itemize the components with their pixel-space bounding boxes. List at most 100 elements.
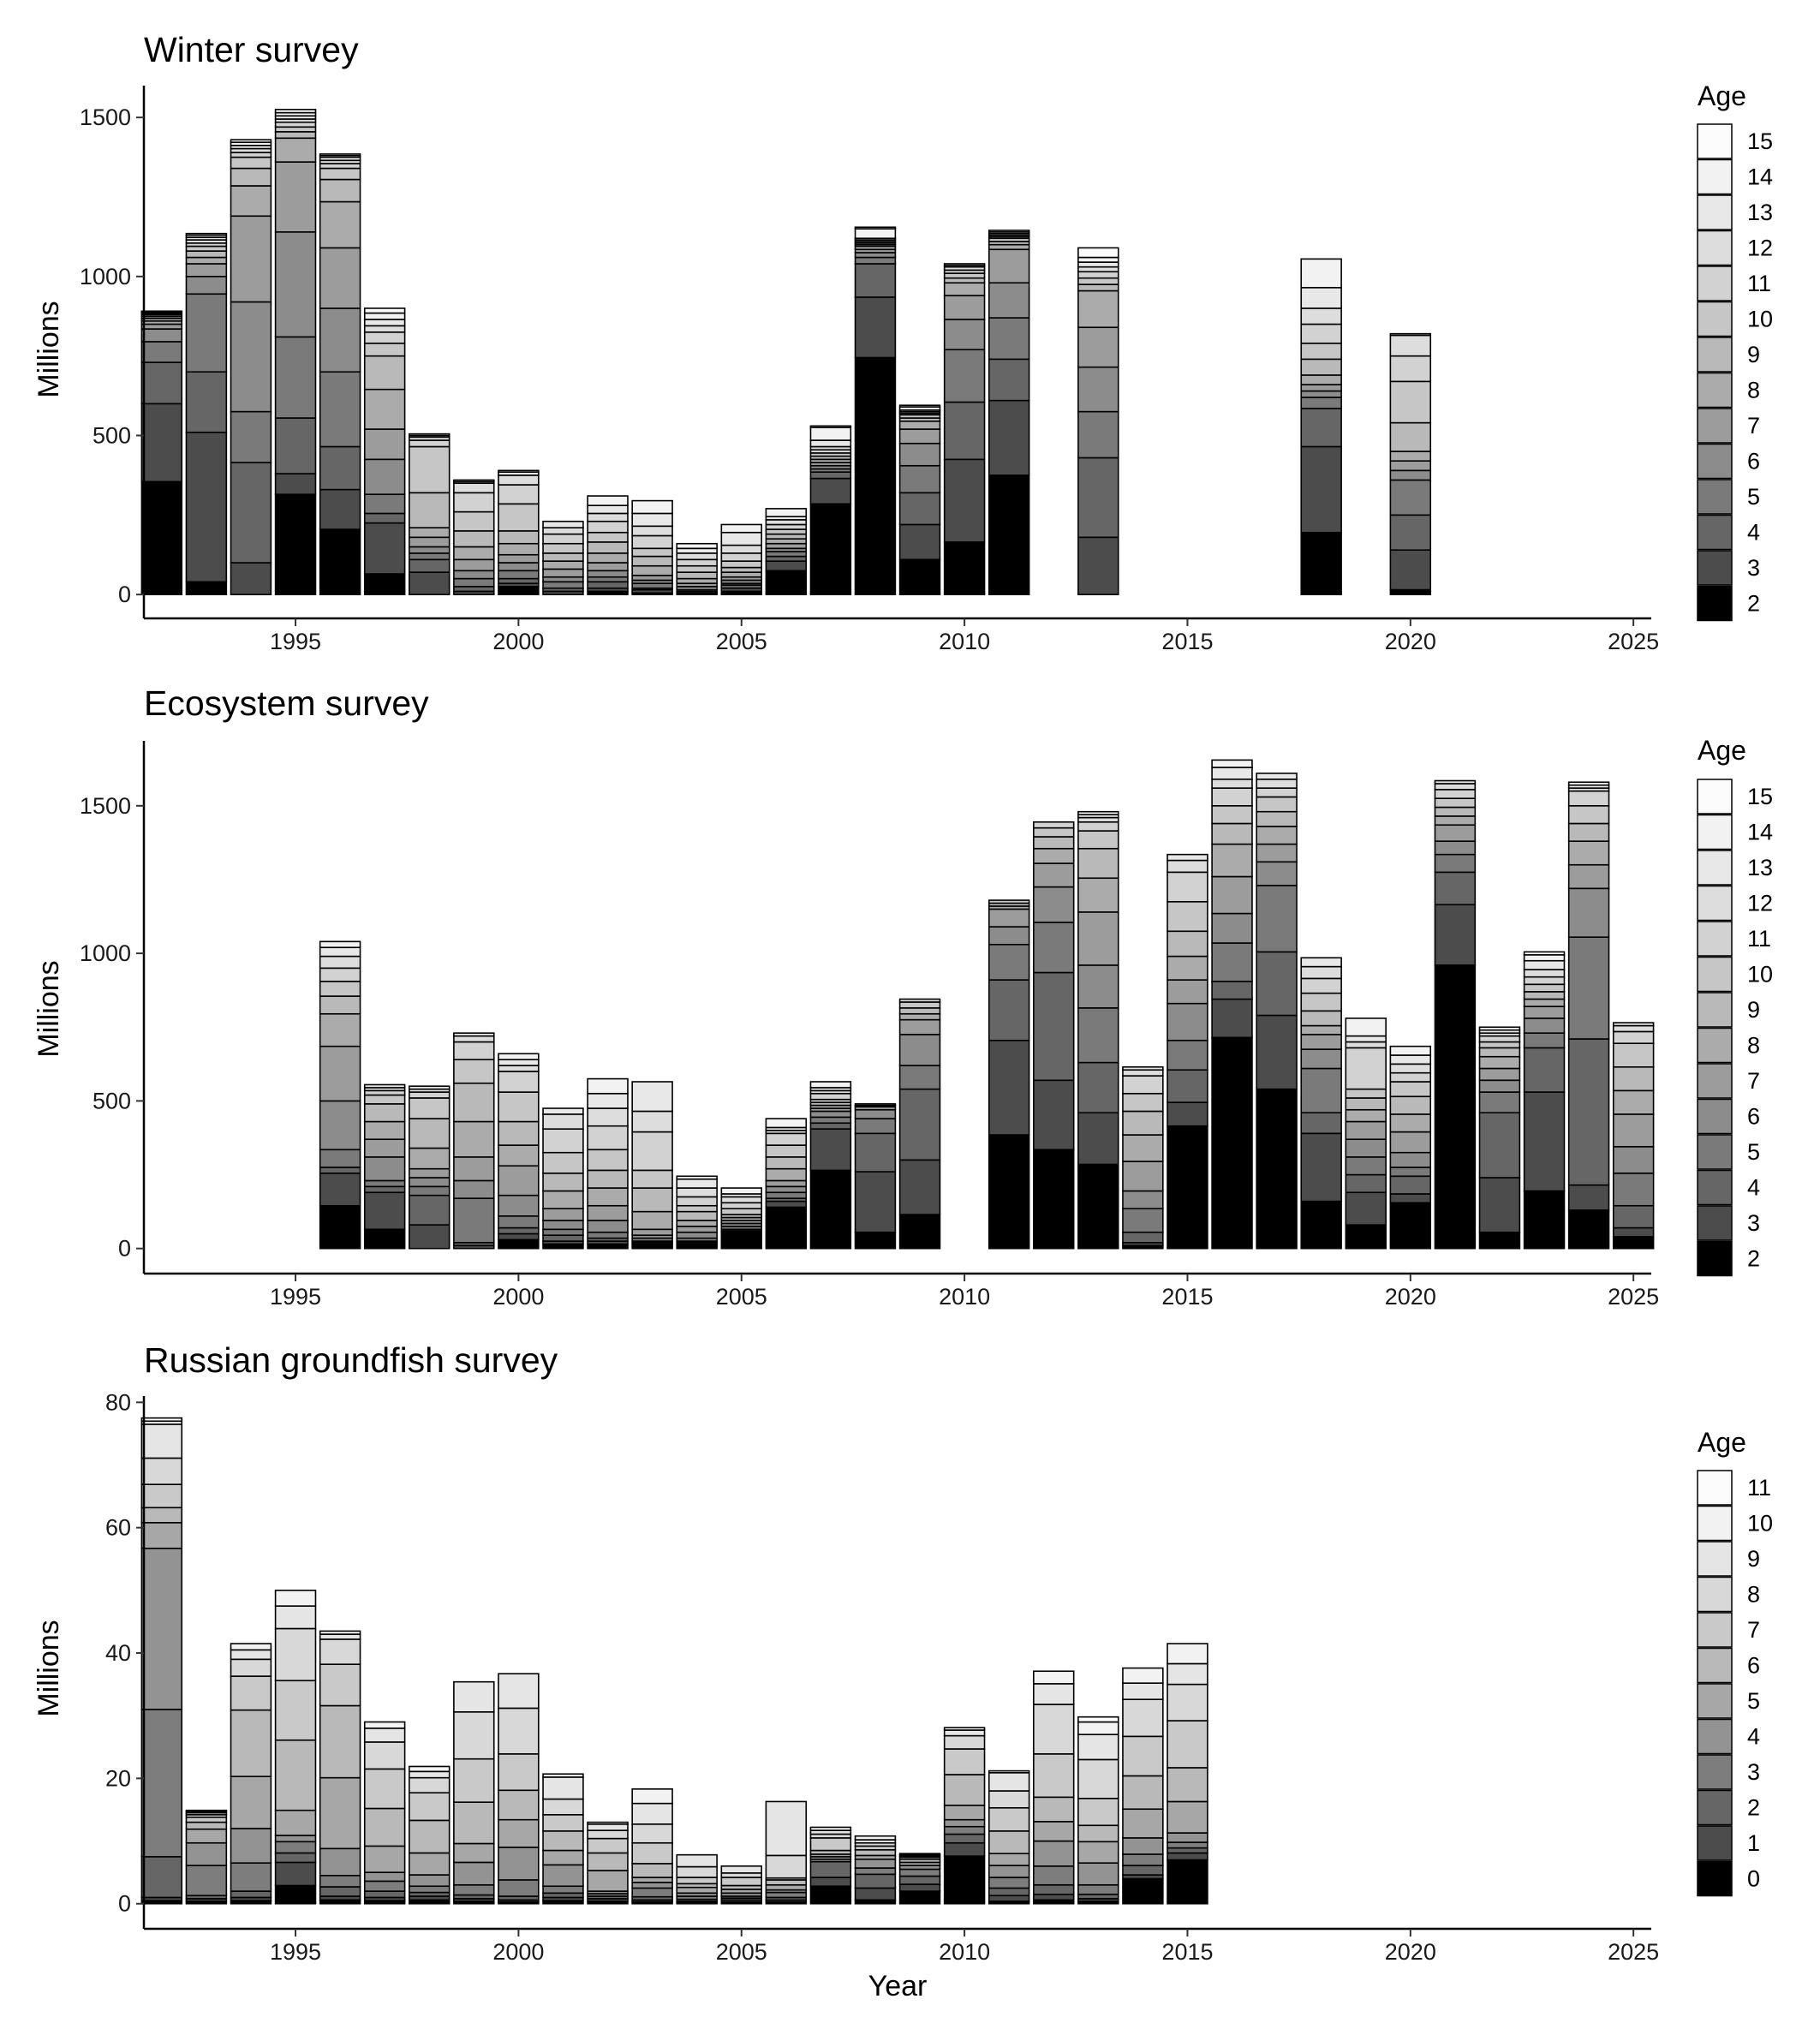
bar-segment <box>1077 256 1119 263</box>
bar-segment <box>676 552 718 561</box>
bar-segment <box>587 1149 629 1172</box>
bar-segment <box>765 533 808 540</box>
bar-segment <box>319 1638 361 1665</box>
bar-segment <box>631 512 673 528</box>
bar-segment <box>409 1819 451 1854</box>
bar-segment <box>498 1226 540 1235</box>
bar-segment <box>988 1895 1030 1902</box>
bar-segment <box>809 1885 852 1905</box>
bar-segment <box>1434 840 1477 856</box>
bar-2015 <box>1167 853 1208 1250</box>
bar-segment <box>1300 342 1342 361</box>
bar-segment <box>765 1879 808 1886</box>
bar-segment <box>1567 781 1610 786</box>
bar-1994 <box>230 1643 272 1905</box>
bar-segment <box>587 541 629 554</box>
x-tick-label: 2015 <box>1161 1284 1213 1310</box>
bar-segment <box>1389 1095 1432 1115</box>
bar-segment <box>1345 1097 1387 1111</box>
legend-swatch <box>1697 1541 1733 1577</box>
bar-segment <box>1167 955 1208 981</box>
bar-2002 <box>587 1077 629 1250</box>
bar-segment <box>631 1802 673 1825</box>
x-tick-label: 2005 <box>716 629 767 654</box>
bar-segment <box>587 1187 629 1207</box>
bar-segment <box>1523 976 1566 986</box>
bar-segment <box>943 458 986 543</box>
legend-swatch <box>1697 158 1733 195</box>
bar-segment <box>363 573 406 595</box>
bar-segment <box>319 955 361 970</box>
bar-2018 <box>1300 957 1342 1250</box>
bar-segment <box>1122 1134 1164 1162</box>
bar-segment <box>319 445 361 491</box>
bar-segment <box>1077 410 1119 459</box>
bar-segment <box>542 1234 584 1242</box>
bar-segment <box>720 552 762 562</box>
bar-2005 <box>720 1187 762 1250</box>
bar-segment <box>1033 847 1075 864</box>
bar-2024 <box>1567 781 1610 1250</box>
x-tick-label: 2020 <box>1385 1939 1436 1965</box>
bar-segment <box>140 1522 183 1549</box>
bar-segment <box>409 1765 451 1773</box>
y-axis-label: Millions <box>33 1620 65 1716</box>
bar-segment <box>542 1173 584 1192</box>
bar-segment <box>1077 366 1119 413</box>
bar-segment <box>498 530 540 545</box>
bar-segment <box>943 1734 986 1750</box>
bar-segment <box>1077 261 1119 268</box>
bar-segment <box>898 1875 941 1885</box>
bar-segment <box>1612 1173 1655 1207</box>
bar-segment <box>453 558 495 572</box>
bar-1992 <box>140 310 183 595</box>
bar-segment <box>765 542 808 550</box>
bar-2004 <box>676 1853 718 1905</box>
bar-segment <box>319 1149 361 1168</box>
x-tick-label: 2025 <box>1608 629 1659 654</box>
bar-segment <box>230 1649 272 1661</box>
bar-segment <box>498 1059 540 1066</box>
bar-segment <box>1389 1063 1432 1074</box>
bar-segment <box>809 427 852 441</box>
legend-item: 0 <box>1697 1860 1760 1897</box>
bar-segment <box>587 1204 629 1221</box>
bar-segment <box>1033 862 1075 888</box>
bar-segment <box>1300 977 1342 994</box>
bar-segment <box>587 1125 629 1151</box>
bar-segment <box>453 586 495 593</box>
bar-segment <box>676 1196 718 1207</box>
bar-segment <box>1077 283 1119 292</box>
bar-segment <box>1033 1704 1075 1755</box>
x-tick-label: 2010 <box>939 629 990 654</box>
bar-segment <box>319 1663 361 1707</box>
bar-segment <box>676 1175 718 1180</box>
legend-item: 4 <box>1697 1169 1760 1206</box>
bar-segment <box>453 479 495 483</box>
bar-segment <box>1077 821 1119 832</box>
legend-swatch <box>1697 1134 1733 1170</box>
bar-segment <box>363 1179 406 1188</box>
bar-segment <box>1612 1204 1655 1229</box>
bar-segment <box>1256 773 1298 780</box>
bar-2007 <box>809 1081 852 1250</box>
bar-1993 <box>185 1809 228 1905</box>
x-tick-label: 2020 <box>1385 1284 1436 1310</box>
bar-segment <box>765 1132 808 1146</box>
bar-2007 <box>809 1826 852 1905</box>
legend-swatch <box>1697 266 1733 301</box>
bar-segment <box>1033 1865 1075 1886</box>
bar-segment <box>1077 326 1119 368</box>
bar-segment <box>542 1864 584 1888</box>
bar-segment <box>809 477 852 505</box>
legend-label: 2 <box>1747 1795 1760 1821</box>
bar-segment <box>498 542 540 556</box>
bar-segment <box>319 1173 361 1207</box>
bar-1997 <box>363 307 406 595</box>
bar-segment <box>1033 1796 1075 1823</box>
bar-segment <box>988 979 1030 1041</box>
bar-2003 <box>631 499 673 595</box>
bar-segment <box>542 527 584 535</box>
bar-segment <box>1077 1758 1119 1799</box>
bar-segment <box>274 1884 317 1905</box>
